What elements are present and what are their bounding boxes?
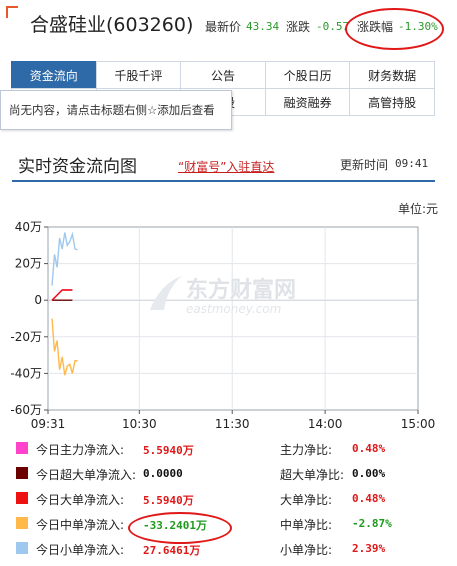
x-tick-label: 15:00 [401, 417, 436, 431]
legend-value: 5.5940万 [143, 444, 194, 457]
ratio-label: 大单净比: [280, 493, 333, 507]
watermark: 东方财富网 eastmoney.com [150, 276, 296, 316]
watermark-logo-icon [150, 276, 182, 310]
watermark-cn: 东方财富网 [186, 277, 296, 303]
legend-swatch [16, 492, 28, 504]
legend-label: 今日大单净流入: [36, 493, 125, 507]
y-tick-label: -40万 [10, 366, 42, 380]
ratio-value: 0.00% [352, 467, 386, 480]
corner-mark [6, 6, 18, 18]
tab-2-4[interactable]: 融资融券 [264, 88, 351, 116]
tab-2-5[interactable]: 高管持股 [349, 88, 435, 116]
x-tick-label: 10:30 [122, 417, 157, 431]
y-tick-label: -20万 [10, 330, 42, 344]
legend-row: 今日大单净流入: 5.5940万 大单净比: 0.48% [12, 488, 442, 509]
tab-1-3[interactable]: 公告 [180, 61, 266, 89]
x-tick-label: 11:30 [215, 417, 250, 431]
legend-swatch [16, 442, 28, 454]
fund-flow-chart: 东方财富网 eastmoney.com 40万20万0-20万-40万-60万 … [10, 220, 436, 431]
legend-value: 0.0000 [143, 467, 183, 480]
x-tick-label: 14:00 [308, 417, 343, 431]
ratio-value: -2.87% [352, 517, 392, 530]
empty-tooltip: 尚无内容，请点击标题右侧☆添加后查看 [0, 90, 232, 130]
ratio-value: 0.48% [352, 442, 386, 455]
legend-swatch [16, 467, 28, 479]
x-tick-label: 09:31 [31, 417, 66, 431]
chart-plot-area [47, 226, 419, 411]
watermark-en: eastmoney.com [186, 302, 281, 316]
legend-swatch [16, 542, 28, 554]
ratio-label: 小单净比: [280, 543, 333, 557]
change-label: 涨跌 [286, 20, 311, 34]
legend-label: 今日超大单净流入: [36, 468, 137, 482]
y-tick-label: 40万 [15, 220, 42, 234]
change-value: -0.57 [316, 20, 350, 33]
legend-value: 5.5940万 [143, 494, 194, 507]
update-time-value: 09:41 [395, 157, 429, 170]
ratio-label: 超大单净比: [280, 468, 345, 482]
legend-row: 今日主力净流入: 5.5940万 主力净比: 0.48% [12, 438, 442, 459]
y-tick-label: 20万 [15, 257, 42, 271]
annotation-circle-medium-flow [128, 512, 232, 544]
latest-price-label: 最新价 [205, 20, 242, 34]
legend-row: 今日小单净流入: 27.6461万 小单净比: 2.39% [12, 538, 442, 559]
tab-1-4[interactable]: 个股日历 [264, 61, 351, 89]
legend-label: 今日中单净流入: [36, 518, 125, 532]
legend-row: 今日超大单净流入: 0.0000 超大单净比: 0.00% [12, 463, 442, 484]
update-time-label: 更新时间 [340, 158, 389, 172]
y-tick-label: 0 [34, 293, 42, 307]
legend-label: 今日小单净流入: [36, 543, 125, 557]
annotation-circle-change-pct [345, 8, 444, 50]
unit-label: 单位:元 [398, 202, 439, 216]
section-divider [12, 180, 435, 182]
section-title: 实时资金流向图 [18, 157, 137, 177]
legend-label: 今日主力净流入: [36, 443, 125, 457]
y-tick-label: -60万 [10, 403, 42, 417]
latest-price-value: 43.34 [246, 20, 280, 33]
ratio-label: 主力净比: [280, 443, 333, 457]
ratio-value: 2.39% [352, 542, 386, 555]
tab-1-1[interactable]: 资金流向 [11, 61, 97, 89]
legend-value: 27.6461万 [143, 544, 201, 557]
caifuhao-link[interactable]: “财富号”入驻直达 [178, 160, 275, 174]
ratio-label: 中单净比: [280, 518, 333, 532]
stock-title: 合盛硅业(603260) [30, 14, 194, 36]
ratio-value: 0.48% [352, 492, 386, 505]
legend-swatch [16, 517, 28, 529]
series-line-4 [51, 318, 78, 376]
tab-1-5[interactable]: 财务数据 [349, 61, 435, 89]
series-line-5 [51, 231, 78, 286]
series-line-3 [51, 289, 73, 301]
tab-1-2[interactable]: 千股千评 [95, 61, 182, 89]
